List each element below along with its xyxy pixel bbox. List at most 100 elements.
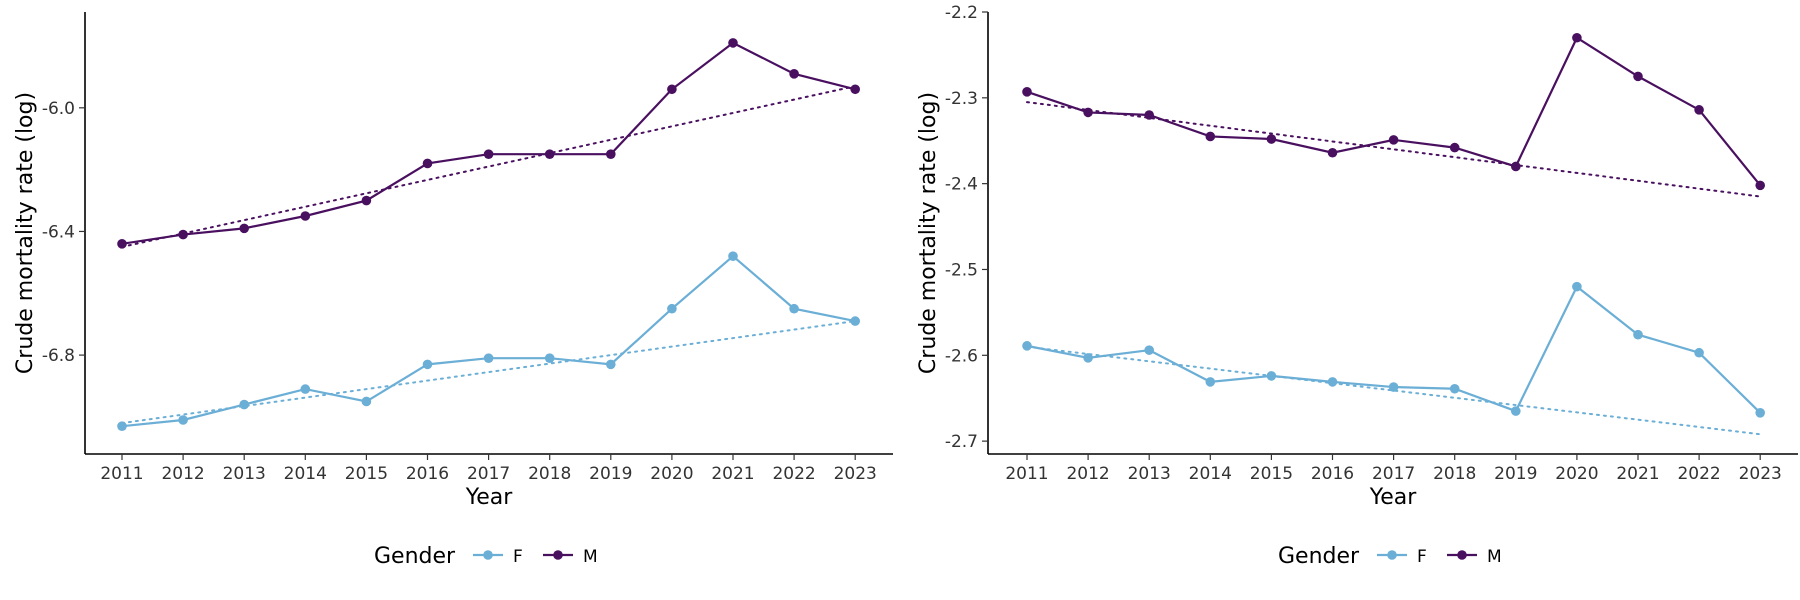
series-f-point xyxy=(1205,377,1216,387)
series-m-point xyxy=(483,149,494,159)
y-tick-label: -2.2 xyxy=(945,3,978,23)
series-m-point xyxy=(1755,180,1765,191)
series-m-point xyxy=(1022,87,1032,97)
legend-swatch-f-point xyxy=(483,550,493,560)
series-m-point xyxy=(850,84,860,95)
series-m-point xyxy=(1511,161,1521,172)
series-f-line xyxy=(121,254,856,428)
series-f-point xyxy=(300,384,311,394)
series-f-point xyxy=(1694,347,1704,358)
series-m-point xyxy=(117,239,127,249)
x-tick-label: 2018 xyxy=(1433,464,1476,484)
x-tick-label: 2012 xyxy=(1066,464,1109,484)
series-m-trend-line xyxy=(121,85,857,248)
series-m-point xyxy=(667,84,677,95)
x-tick-label: 2020 xyxy=(1555,464,1598,484)
series-f-point xyxy=(1755,408,1765,418)
series-m-point xyxy=(789,69,799,79)
x-tick-label: 2021 xyxy=(711,464,754,484)
series-f-line xyxy=(1026,284,1761,414)
series-f-point xyxy=(361,396,372,407)
series-f-point xyxy=(1083,353,1093,363)
series-m-line xyxy=(121,41,856,245)
series-f-point xyxy=(1327,377,1338,387)
series-f-trend-line xyxy=(121,320,857,425)
x-tick-label: 2013 xyxy=(223,464,266,484)
chart-panel-1: -6.0 -6.4 -6.8 2011 2012 2013 2014 2015 2016 2017… xyxy=(13,12,893,569)
x-tick-label: 2021 xyxy=(1616,464,1659,484)
x-tick-label: 2022 xyxy=(1677,464,1720,484)
series-f-point xyxy=(1449,383,1460,394)
x-tick-label: 2013 xyxy=(1128,464,1171,484)
x-tick-label: 2018 xyxy=(528,464,571,484)
y-axis-title: Crude mortality rate (log) xyxy=(916,92,941,374)
x-tick-label: 2019 xyxy=(589,464,632,484)
series-m-trend-line xyxy=(1026,101,1762,198)
legend-swatch-m-point xyxy=(553,550,563,560)
y-tick-label: -2.5 xyxy=(945,260,978,280)
series-f-point xyxy=(422,359,433,370)
x-axis-title: Year xyxy=(1369,485,1418,510)
series-m-point xyxy=(1266,134,1277,144)
y-tick-label: -6.0 xyxy=(42,99,75,119)
x-tick-label: 2014 xyxy=(1189,464,1232,484)
series-f-point xyxy=(483,353,494,363)
series-m-point xyxy=(1327,147,1338,158)
x-axis-title: Year xyxy=(465,485,514,510)
legend-swatch-f-point xyxy=(1387,550,1397,560)
series-f-point xyxy=(789,303,799,314)
series-m-point xyxy=(1388,135,1399,145)
series-m-point xyxy=(1144,110,1154,120)
series-f-point xyxy=(1633,329,1643,340)
x-tick-label: 2017 xyxy=(1372,464,1415,484)
y-tick-label: -2.4 xyxy=(945,175,978,195)
y-tick-label: -6.8 xyxy=(42,346,75,366)
series-f-point xyxy=(850,316,860,326)
x-tick-label: 2016 xyxy=(406,464,449,484)
series-f-point xyxy=(117,421,127,431)
x-tick-label: 2023 xyxy=(834,464,877,484)
series-f-point xyxy=(1511,406,1521,416)
legend-title: Gender xyxy=(374,544,456,569)
x-tick-label: 2016 xyxy=(1311,464,1354,484)
chart-panel-2: -2.2 -2.3 -2.4 -2.5 -2.6 -2.7 2011 2012 2013 2014… xyxy=(916,3,1798,569)
series-m-point xyxy=(1205,131,1216,142)
legend: Gender F M xyxy=(374,544,598,569)
series-m-point xyxy=(728,38,738,48)
series-f-point xyxy=(178,415,188,425)
series-m-point xyxy=(422,158,433,169)
series-m-point xyxy=(544,149,555,159)
x-tick-label: 2012 xyxy=(161,464,204,484)
x-tick-label: 2015 xyxy=(1250,464,1293,484)
y-tick-label: -2.3 xyxy=(945,89,978,109)
legend-item-m-label: M xyxy=(583,547,598,567)
series-f-point xyxy=(1144,345,1154,355)
series-m-line xyxy=(1026,36,1762,187)
legend-title: Gender xyxy=(1278,544,1360,569)
series-f-point xyxy=(1266,371,1277,381)
x-tick-label: 2022 xyxy=(772,464,815,484)
series-f-trend-line xyxy=(1026,345,1762,436)
series-f-point xyxy=(239,399,249,410)
series-m-point xyxy=(1633,71,1643,82)
y-tick-label: -2.7 xyxy=(945,432,978,452)
series-m-point xyxy=(1572,32,1582,43)
series-f-point xyxy=(1022,341,1032,351)
series-m-point xyxy=(300,211,311,221)
x-tick-label: 2019 xyxy=(1494,464,1537,484)
x-tick-label: 2011 xyxy=(1005,464,1048,484)
x-tick-label: 2014 xyxy=(284,464,327,484)
series-f-point xyxy=(667,303,677,314)
series-f-point xyxy=(544,353,555,363)
y-tick-label: -2.6 xyxy=(945,346,978,366)
x-tick-label: 2015 xyxy=(345,464,388,484)
x-tick-label: 2023 xyxy=(1739,464,1782,484)
series-m-point xyxy=(1083,107,1093,118)
series-m-point xyxy=(239,223,249,234)
x-tick-label: 2020 xyxy=(650,464,693,484)
series-f-point xyxy=(1388,382,1399,392)
series-f-point xyxy=(1572,281,1582,292)
series-f-point xyxy=(606,359,616,370)
